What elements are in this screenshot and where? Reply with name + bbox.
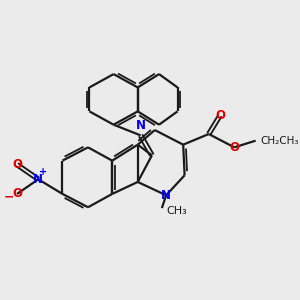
Text: CH₂CH₃: CH₂CH₃ bbox=[260, 136, 299, 146]
Text: N: N bbox=[33, 173, 43, 186]
Text: N: N bbox=[136, 119, 146, 132]
Text: O: O bbox=[215, 109, 225, 122]
Text: +: + bbox=[39, 167, 47, 177]
Text: −: − bbox=[4, 190, 14, 204]
Text: O: O bbox=[12, 188, 22, 200]
Text: O: O bbox=[229, 141, 239, 154]
Text: O: O bbox=[12, 158, 22, 171]
Text: CH₃: CH₃ bbox=[166, 206, 187, 216]
Text: N: N bbox=[161, 189, 171, 202]
